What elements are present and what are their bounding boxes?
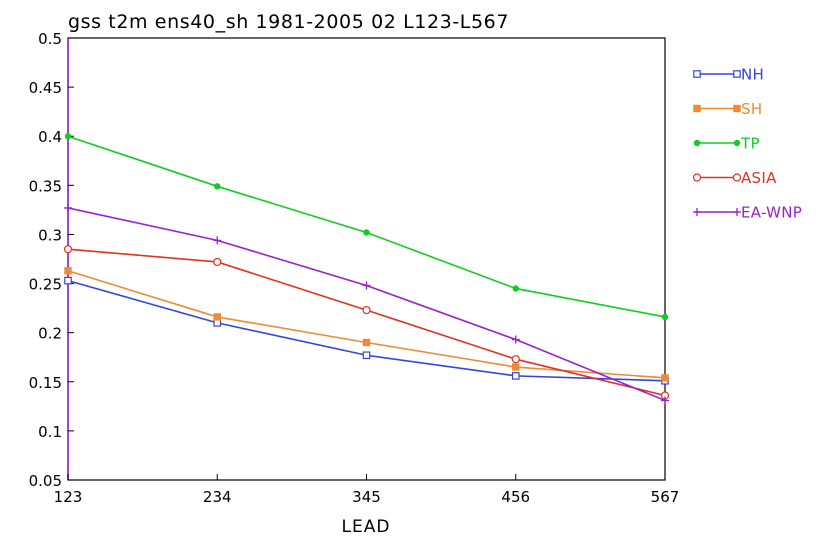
- y-tick-label: 0.45: [29, 79, 62, 97]
- data-point: [661, 374, 669, 382]
- series-tp: [64, 133, 669, 321]
- data-point: [661, 313, 669, 321]
- data-point: [362, 305, 371, 315]
- data-point: [511, 355, 520, 364]
- data-point: [213, 313, 221, 321]
- x-axis-label: LEAD: [342, 517, 391, 537]
- legend-item-asia: ASIA: [692, 169, 777, 187]
- series-asia: [63, 245, 670, 400]
- data-point: [733, 70, 741, 78]
- data-point: [693, 104, 701, 113]
- series-nh: [64, 276, 669, 385]
- plot-frame: [67, 37, 666, 481]
- data-point: [64, 267, 72, 275]
- data-point: [692, 173, 702, 182]
- data-point: [512, 285, 519, 292]
- data-point: [362, 281, 371, 290]
- data-point: [213, 257, 222, 267]
- data-point: [213, 236, 222, 245]
- data-point: [733, 208, 741, 216]
- legend-label: SH: [741, 100, 762, 118]
- legend-item-tp: TP: [693, 135, 760, 153]
- y-tick-label: 0.2: [38, 325, 62, 343]
- data-point: [732, 173, 742, 182]
- data-point: [511, 372, 520, 380]
- legend: NH SH TP ASIA EA-WNP: [692, 66, 802, 222]
- series-line-nh: [67, 279, 666, 382]
- legend-label: TP: [740, 135, 760, 153]
- data-point: [64, 203, 72, 212]
- data-point: [64, 276, 72, 285]
- legend-item-nh: NH: [693, 66, 764, 84]
- y-tick-label: 0.05: [29, 472, 62, 490]
- data-point: [214, 183, 221, 190]
- series-line-asia: [67, 248, 666, 397]
- data-point: [362, 338, 371, 347]
- data-point: [63, 245, 73, 254]
- y-tick-label: 0.1: [38, 423, 62, 441]
- legend-item-sh: SH: [693, 100, 762, 118]
- y-tick-label: 0.3: [38, 226, 62, 244]
- y-axis-ticks: 0.05 0.1 0.15 0.2 0.25 0.3 0.35 0.4 0.45 0.5: [29, 30, 74, 490]
- x-tick-label: 567: [651, 488, 680, 506]
- legend-label: NH: [741, 66, 764, 84]
- y-tick-label: 0.25: [29, 276, 62, 294]
- data-point: [64, 133, 72, 140]
- y-tick-label: 0.15: [29, 374, 62, 392]
- x-axis-ticks: 123 234 345 456 567: [54, 474, 680, 506]
- y-tick-label: 0.35: [29, 177, 62, 195]
- data-point: [362, 351, 371, 360]
- chart-title: gss t2m ens40_sh 1981-2005 02 L123-L567: [68, 11, 509, 33]
- data-point: [512, 363, 520, 371]
- legend-label: EA-WNP: [741, 204, 802, 222]
- x-tick-label: 456: [501, 488, 530, 506]
- data-point: [733, 104, 741, 113]
- y-tick-label: 0.5: [38, 30, 62, 48]
- data-point: [733, 139, 741, 147]
- x-tick-label: 345: [352, 488, 381, 506]
- plot-axes: [67, 37, 666, 481]
- legend-label: ASIA: [741, 169, 777, 187]
- data-point: [511, 335, 520, 344]
- data-point: [661, 396, 669, 405]
- series-ea-wnp: [64, 203, 669, 405]
- y-tick-label: 0.4: [38, 128, 62, 146]
- data-point: [693, 208, 701, 216]
- data-point: [693, 70, 701, 78]
- x-tick-label: 234: [203, 488, 232, 506]
- legend-item-ea-wnp: EA-WNP: [693, 204, 802, 222]
- x-tick-label: 123: [54, 488, 83, 506]
- data-point: [363, 229, 370, 236]
- series-layer: [63, 133, 670, 405]
- data-point: [693, 139, 701, 147]
